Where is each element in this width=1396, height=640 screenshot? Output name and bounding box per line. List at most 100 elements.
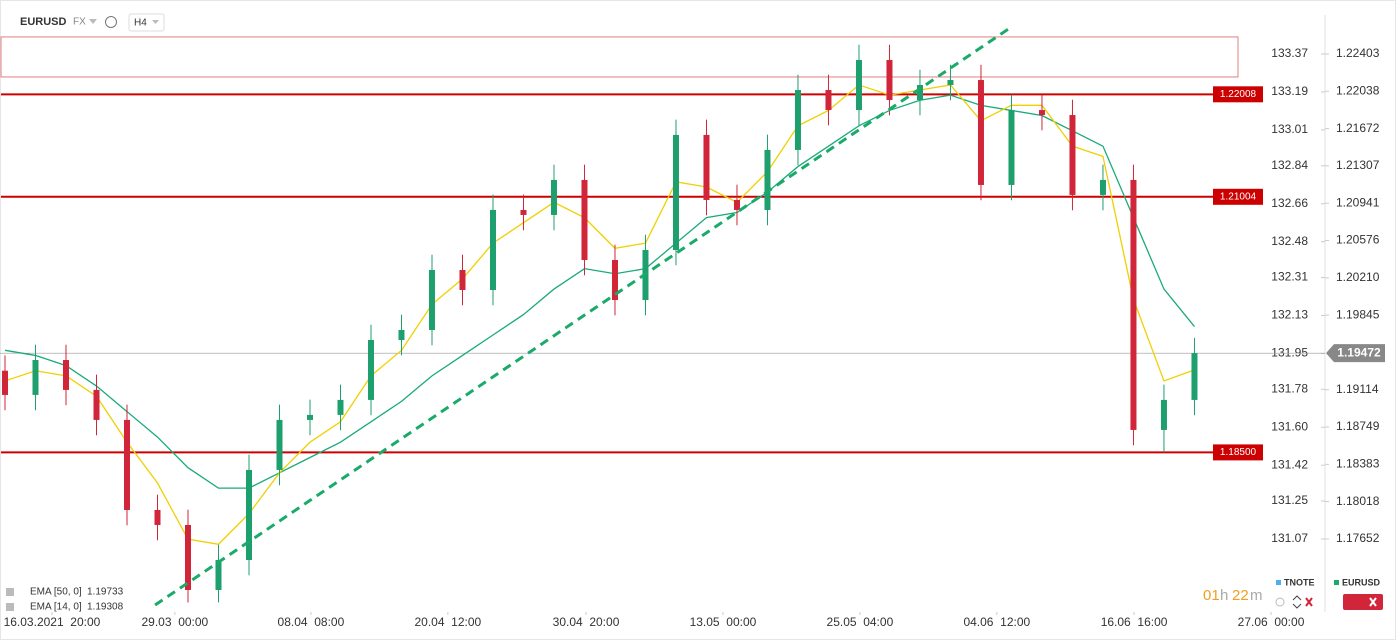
y-tick-label: 1.18383 [1336, 457, 1380, 471]
candle-body [947, 80, 954, 86]
interval[interactable]: H4 [134, 18, 147, 29]
y-tick-label: 1.19845 [1336, 307, 1380, 321]
ema-icon [6, 588, 14, 596]
candle-body [611, 259, 618, 300]
x-tick-label: 20.04 12:00 [414, 615, 481, 629]
candle-body [489, 209, 496, 290]
level-tag [1213, 86, 1263, 103]
ema-icon [6, 603, 14, 611]
y2-tick-label: 132.13 [1271, 308, 1308, 322]
y-tick-label: 1.17652 [1336, 531, 1380, 545]
candle-body [672, 134, 679, 250]
x-tick-label: 27.06 00:00 [1238, 615, 1305, 629]
compare-swatch [1334, 580, 1339, 585]
ema-line [4, 94, 1195, 489]
compare-name[interactable]: TNOTE [1284, 577, 1315, 587]
y2-tick-label: 133.37 [1271, 46, 1308, 60]
y-tick-label: 1.21307 [1336, 158, 1380, 172]
level-tag [1213, 444, 1263, 461]
candle-body [855, 60, 862, 111]
candle-body [1130, 179, 1137, 430]
ema-last: 1.19733 [87, 587, 124, 598]
candle-body [2, 370, 9, 395]
dropdown-icon[interactable] [89, 19, 97, 24]
candle-body [520, 209, 527, 215]
candle-body [581, 179, 588, 260]
candle-body [123, 419, 130, 510]
candle-body [794, 90, 801, 150]
y-tick-label: 1.22403 [1336, 46, 1380, 60]
x-tick-label: 30.04 20:00 [553, 615, 620, 629]
x-tick-label: 16.03.2021 20:00 [4, 615, 101, 629]
x-tick-label: 29.03 00:00 [142, 615, 209, 629]
y2-tick-label: 131.07 [1271, 531, 1308, 545]
candle-body [1160, 399, 1167, 430]
timer-hours: 01 [1203, 587, 1220, 604]
candle-body [733, 199, 740, 210]
y-tick-label: 1.20210 [1336, 270, 1380, 284]
interval-box[interactable] [128, 13, 165, 32]
y2-tick-label: 132.66 [1271, 196, 1308, 210]
y-tick-label: 1.20941 [1336, 195, 1380, 209]
remove-x [1369, 597, 1377, 607]
order-icon[interactable] [1292, 595, 1302, 609]
remove-button[interactable] [1343, 594, 1383, 610]
y-tick-label: 1.19114 [1336, 382, 1379, 396]
visibility-icon[interactable] [1275, 597, 1285, 607]
y-tick-label: 1.21672 [1336, 121, 1380, 135]
ema-name: EMA [50, 0] [30, 587, 82, 598]
x-tick-label: 08.04 08:00 [278, 615, 345, 629]
y-tick-label: 1.22038 [1336, 83, 1380, 97]
y2-tick-label: 132.48 [1271, 234, 1308, 248]
timer-minutes: 22 [1232, 587, 1249, 604]
y2-tick-label: 131.95 [1271, 346, 1308, 360]
candle-body [62, 360, 69, 390]
last-price-label: 1.19472 [1337, 345, 1381, 359]
ema-last: 1.19308 [87, 602, 124, 613]
candle-body [367, 340, 374, 400]
level-tag [1213, 188, 1263, 205]
info-icon[interactable] [105, 16, 117, 28]
timer-h: h [1220, 587, 1228, 604]
candle-body [215, 559, 222, 590]
y2-tick-label: 133.01 [1271, 122, 1308, 136]
y-tick-label: 1.18018 [1336, 494, 1380, 508]
candle-body [154, 509, 161, 525]
candle-body [459, 269, 466, 290]
x-tick-label: 16.06 16:00 [1101, 615, 1168, 629]
close-icon[interactable] [1305, 597, 1313, 607]
level-label: 1.18500 [1220, 447, 1257, 458]
trendline [154, 26, 1011, 607]
level-label: 1.21004 [1220, 191, 1257, 202]
candle-body [306, 414, 313, 420]
y2-tick-label: 131.60 [1271, 419, 1308, 433]
candle-body [1038, 110, 1045, 116]
y2-tick-label: 133.19 [1271, 84, 1308, 98]
last-price-tag [1326, 344, 1385, 363]
candle-body [337, 399, 344, 415]
candle-body [32, 360, 39, 395]
ema-line [4, 84, 1195, 545]
candle-body [977, 80, 984, 185]
candle-body [703, 134, 710, 200]
candle-body [916, 85, 923, 101]
candle-body [1191, 353, 1198, 400]
symbol[interactable]: EURUSD [20, 16, 67, 28]
candle-body [428, 269, 435, 331]
candle-body [1069, 115, 1076, 195]
x-tick-label: 04.06 12:00 [963, 615, 1030, 629]
candle-body [825, 90, 832, 111]
candle-body [1099, 179, 1106, 195]
timer-m: m [1250, 587, 1263, 604]
y2-tick-label: 131.42 [1271, 457, 1308, 471]
y2-tick-label: 132.31 [1271, 270, 1308, 284]
candle-body [184, 524, 191, 590]
candle-body [93, 389, 100, 420]
y2-tick-label: 131.78 [1271, 381, 1308, 395]
y-tick-label: 1.18749 [1336, 419, 1380, 433]
compare-name[interactable]: EURUSD [1342, 577, 1381, 587]
candle-body [1008, 110, 1015, 185]
candle-body [398, 330, 405, 341]
